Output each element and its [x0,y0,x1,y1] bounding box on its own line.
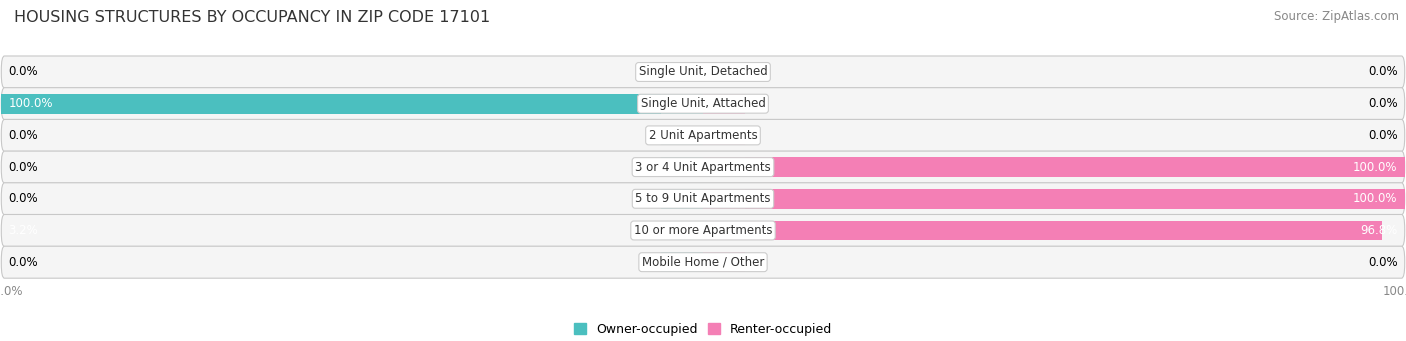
Bar [703,157,1405,177]
Text: 0.0%: 0.0% [1368,129,1398,142]
Bar [703,221,1382,240]
Text: 100.0%: 100.0% [8,97,53,110]
FancyBboxPatch shape [1,214,1405,247]
Bar [661,62,703,82]
Text: 100.0%: 100.0% [1353,192,1398,205]
Bar [703,221,745,240]
Bar [703,189,1405,209]
Bar [703,252,745,272]
Bar [703,125,745,145]
FancyBboxPatch shape [1,119,1405,151]
Text: Single Unit, Detached: Single Unit, Detached [638,65,768,78]
Bar [703,157,745,177]
Bar [1,94,703,114]
Legend: Owner-occupied, Renter-occupied: Owner-occupied, Renter-occupied [568,318,838,341]
Text: 0.0%: 0.0% [8,256,38,269]
Text: 3 or 4 Unit Apartments: 3 or 4 Unit Apartments [636,161,770,174]
Bar [661,252,703,272]
Text: 100.0%: 100.0% [1353,161,1398,174]
Text: Single Unit, Attached: Single Unit, Attached [641,97,765,110]
FancyBboxPatch shape [1,56,1405,88]
Text: HOUSING STRUCTURES BY OCCUPANCY IN ZIP CODE 17101: HOUSING STRUCTURES BY OCCUPANCY IN ZIP C… [14,10,491,25]
Bar [681,221,703,240]
Text: Source: ZipAtlas.com: Source: ZipAtlas.com [1274,10,1399,23]
Text: 3.2%: 3.2% [8,224,38,237]
Bar [703,62,745,82]
Text: 0.0%: 0.0% [8,161,38,174]
Text: 10 or more Apartments: 10 or more Apartments [634,224,772,237]
FancyBboxPatch shape [1,246,1405,278]
Bar [703,94,745,114]
FancyBboxPatch shape [1,88,1405,120]
Bar [703,189,745,209]
FancyBboxPatch shape [1,151,1405,183]
Text: Mobile Home / Other: Mobile Home / Other [641,256,765,269]
Bar [661,221,703,240]
Bar [661,157,703,177]
Text: 0.0%: 0.0% [8,129,38,142]
Text: 0.0%: 0.0% [8,192,38,205]
Text: 2 Unit Apartments: 2 Unit Apartments [648,129,758,142]
Bar [661,125,703,145]
FancyBboxPatch shape [1,183,1405,215]
Text: 5 to 9 Unit Apartments: 5 to 9 Unit Apartments [636,192,770,205]
Text: 0.0%: 0.0% [1368,256,1398,269]
Text: 0.0%: 0.0% [1368,97,1398,110]
Text: 0.0%: 0.0% [1368,65,1398,78]
Text: 96.8%: 96.8% [1361,224,1398,237]
Text: 0.0%: 0.0% [8,65,38,78]
Bar [661,189,703,209]
Bar [661,94,703,114]
